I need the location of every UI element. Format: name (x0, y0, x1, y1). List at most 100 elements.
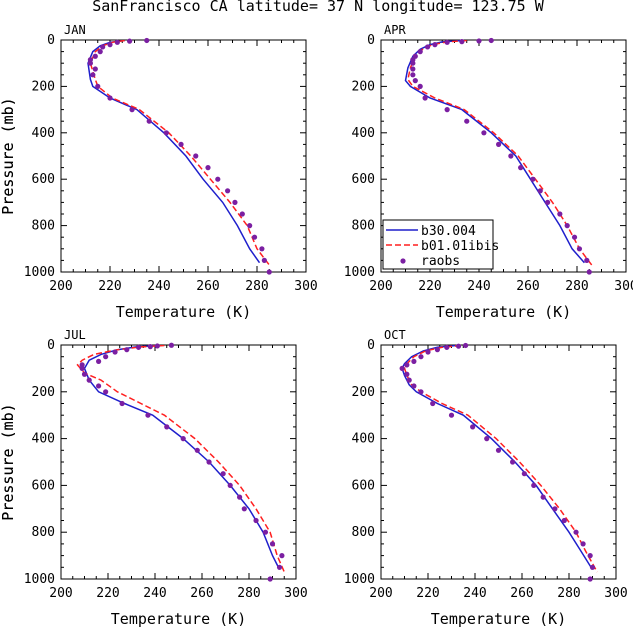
raobs-point (586, 269, 592, 275)
x-tick-label: 240 (143, 586, 166, 601)
y-tick-label: 800 (352, 219, 375, 234)
y-tick-label: 0 (47, 338, 55, 353)
y-tick-label: 200 (32, 79, 55, 94)
y-tick-label: 600 (352, 478, 375, 493)
raobs-point (580, 541, 586, 547)
x-tick-label: 280 (245, 279, 268, 294)
chart-panel-apr: APR 200 220 240 260 280 300 0 200 400 600 800 1000 Te… (0, 23, 633, 321)
y-axis-label: Pressure (mb) (0, 403, 17, 520)
raobs-point (587, 553, 593, 559)
raobs-point (410, 72, 416, 78)
raobs-point (168, 342, 175, 348)
x-tick-label: 200 (369, 279, 392, 294)
raobs-point (424, 44, 431, 50)
raobs-point (92, 66, 98, 72)
y-tick-label: 200 (352, 385, 375, 400)
raobs-point (587, 576, 593, 582)
raobs-point (227, 482, 233, 488)
raobs-point (508, 153, 514, 159)
raobs-point (215, 176, 221, 182)
panel-label: OCT (384, 328, 406, 342)
raobs-point (476, 38, 482, 44)
x-tick-label: 240 (463, 586, 486, 601)
y-tick-label: 600 (32, 478, 55, 493)
raobs-point (114, 39, 120, 45)
x-tick-label: 260 (510, 586, 533, 601)
panel-label: JUL (64, 328, 86, 342)
raobs-point (81, 371, 88, 377)
y-tick-label: 800 (32, 219, 55, 234)
raobs-point (163, 130, 169, 136)
raobs-point (247, 223, 253, 229)
raobs-point (194, 447, 200, 453)
y-tick-label: 600 (32, 172, 55, 187)
raobs-point (430, 400, 436, 407)
raobs-point (239, 211, 245, 217)
raobs-point (495, 447, 502, 453)
series-line-b30-004 (404, 40, 585, 264)
raobs-point (276, 564, 283, 570)
raobs-point (455, 343, 462, 349)
raobs-point (119, 400, 125, 407)
raobs-point (251, 234, 258, 240)
series-line-b01-01ibis (403, 345, 598, 573)
raobs-point (147, 344, 153, 350)
raobs-point (411, 358, 417, 364)
x-tick-label: 220 (416, 586, 439, 601)
raobs-point (279, 553, 285, 559)
raobs-point (103, 354, 109, 360)
raobs-point (193, 153, 199, 159)
raobs-point (135, 344, 142, 350)
raobs-point (411, 383, 417, 389)
y-tick-label: 1000 (24, 572, 55, 587)
raobs-point (180, 436, 186, 442)
raobs-point (154, 343, 160, 349)
legend-label: b01.01ibis (421, 239, 499, 254)
raobs-point (552, 506, 558, 512)
raobs-point (90, 72, 96, 78)
raobs-point (444, 107, 450, 113)
x-tick-label: 280 (237, 586, 260, 601)
raobs-point (576, 246, 583, 252)
raobs-point (571, 234, 578, 240)
y-axis-label: Pressure (mb) (0, 403, 17, 520)
raobs-point (146, 118, 152, 124)
raobs-point (589, 564, 596, 570)
raobs-point (241, 506, 247, 512)
raobs-point (107, 95, 113, 101)
raobs-point (509, 459, 516, 465)
x-tick-label: 200 (369, 586, 392, 601)
y-tick-label: 0 (47, 33, 55, 48)
raobs-point (448, 412, 455, 418)
raobs-point (410, 66, 416, 72)
raobs-point (145, 412, 151, 418)
series-line-b01-01ibis (76, 345, 285, 573)
x-axis-label: Temperature (K) (116, 303, 251, 321)
raobs-point (164, 424, 170, 430)
y-tick-label: 400 (32, 432, 55, 447)
raobs-point (124, 347, 130, 353)
y-tick-label: 200 (32, 385, 55, 400)
raobs-point (404, 362, 410, 368)
x-axis-label: Temperature (K) (436, 303, 571, 321)
x-tick-label: 260 (516, 279, 539, 294)
raobs-point (573, 529, 579, 535)
chart-panel-jan: JAN 200 220 240 260 280 300 0 200 400 600 800 1000 Te… (0, 23, 318, 321)
panels: JAN 200 220 240 260 280 300 0 200 400 600 800 1000 Te… (0, 23, 633, 628)
raobs-point (496, 141, 502, 147)
x-tick-label: 200 (49, 586, 72, 601)
raobs-point (459, 39, 465, 45)
raobs-point (418, 389, 424, 395)
y-tick-label: 1000 (24, 265, 55, 280)
raobs-point (87, 60, 93, 66)
raobs-point (259, 246, 265, 252)
raobs-point (220, 471, 226, 477)
y-tick-label: 400 (352, 432, 375, 447)
raobs-point (232, 199, 238, 205)
raobs-point (531, 482, 537, 488)
y-axis-label: Pressure (mb) (0, 97, 17, 214)
raobs-point (481, 130, 487, 136)
y-tick-label: 800 (32, 525, 55, 540)
